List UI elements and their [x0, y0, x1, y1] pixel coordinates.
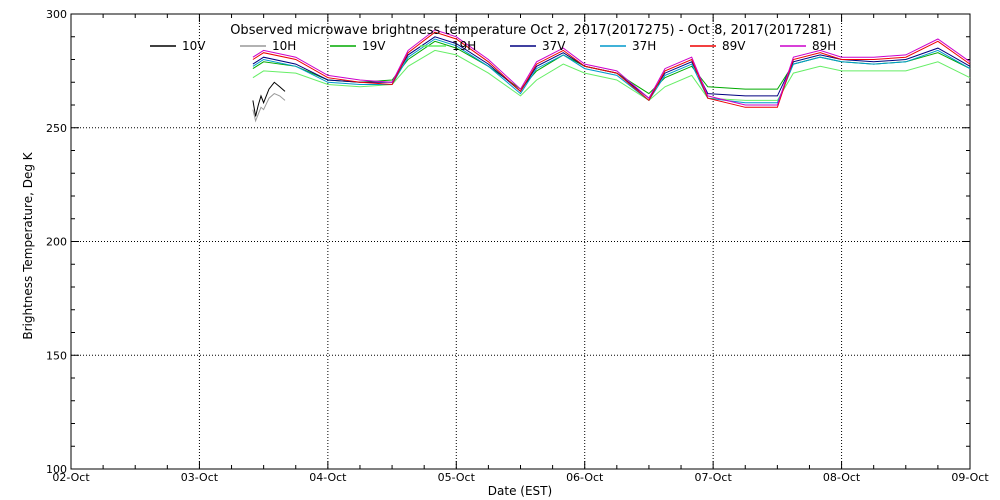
- x-axis-label: Date (EST): [488, 484, 552, 498]
- y-axis-label: Brightness Temperature, Deg K: [21, 151, 35, 339]
- series-lines: [252, 29, 971, 123]
- plot-area: [70, 13, 971, 470]
- y-tick-label: 300: [46, 8, 67, 21]
- x-tick-label: 02-Oct: [52, 471, 90, 484]
- legend-label-37v: 37V: [542, 39, 566, 53]
- x-tick-label: 03-Oct: [181, 471, 219, 484]
- y-tick-label: 150: [46, 349, 67, 362]
- legend-label-19h: 19H: [452, 39, 476, 53]
- series-line-89v: [252, 31, 971, 108]
- x-tick-label: 05-Oct: [438, 471, 476, 484]
- y-tick-label: 200: [46, 236, 67, 249]
- x-tick-label: 07-Oct: [694, 471, 732, 484]
- legend-label-10v: 10V: [182, 39, 206, 53]
- series-line-89h: [252, 29, 971, 106]
- legend-label-37h: 37H: [632, 39, 656, 53]
- y-tick-label: 100: [46, 463, 67, 476]
- axes: 100 150 200 250 300 02-Oct 03-Oct 04-Oct 05-Oct 0…: [46, 8, 989, 484]
- chart-title: Observed microwave brightness temperatur…: [230, 23, 832, 38]
- series-line-10h: [252, 93, 286, 123]
- legend-label-89v: 89V: [722, 39, 746, 53]
- legend: 10V 10H 19V 19H 37V 37H 89V 89H: [150, 39, 836, 53]
- series-line-10v: [252, 81, 286, 117]
- x-tick-label: 06-Oct: [566, 471, 604, 484]
- legend-label-89h: 89H: [812, 39, 836, 53]
- legend-label-10h: 10H: [272, 39, 296, 53]
- legend-label-19v: 19V: [362, 39, 386, 53]
- x-tick-label: 04-Oct: [309, 471, 347, 484]
- x-tick-label: 08-Oct: [823, 471, 861, 484]
- series-line-19h: [252, 49, 971, 102]
- x-tick-label: 09-Oct: [951, 471, 989, 484]
- y-tick-label: 250: [46, 122, 67, 135]
- grid-lines: [71, 14, 970, 469]
- series-line-37h: [252, 38, 971, 104]
